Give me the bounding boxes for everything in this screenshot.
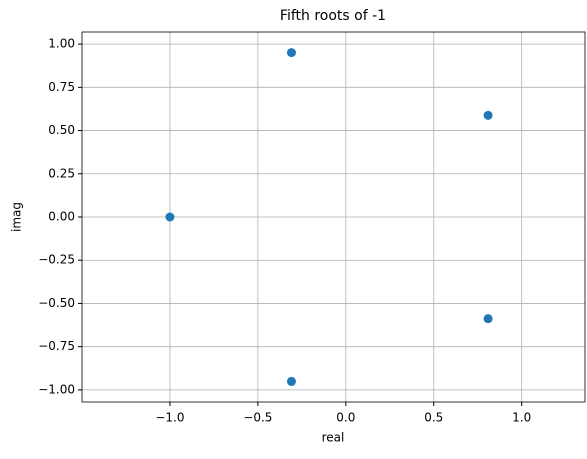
- chart-title: Fifth roots of -1: [280, 8, 386, 24]
- y-tick-label: −1.00: [38, 382, 75, 396]
- y-tick-label: 0.50: [48, 123, 75, 137]
- plot-frame: [81, 31, 586, 403]
- point: [286, 48, 296, 58]
- x-tick-label: 1.0: [512, 411, 531, 425]
- y-tick-label: 0.75: [48, 80, 75, 94]
- point: [165, 212, 175, 222]
- y-tick-label: 0.00: [48, 210, 75, 224]
- y-tick-label: 0.25: [48, 166, 75, 180]
- y-axis-label: imag: [10, 202, 24, 232]
- point: [483, 314, 493, 324]
- point: [286, 376, 296, 386]
- y-tick-label: −0.75: [38, 339, 75, 353]
- x-tick-label: 0.5: [424, 411, 443, 425]
- y-tick-label: −0.50: [38, 296, 75, 310]
- y-tick-label: 1.00: [48, 37, 75, 51]
- y-tick-label: −0.25: [38, 253, 75, 267]
- x-tick-label: −1.0: [155, 411, 184, 425]
- point: [483, 110, 493, 120]
- x-tick-label: 0.0: [336, 411, 355, 425]
- x-tick-label: −0.5: [243, 411, 272, 425]
- x-axis-label: real: [322, 431, 345, 445]
